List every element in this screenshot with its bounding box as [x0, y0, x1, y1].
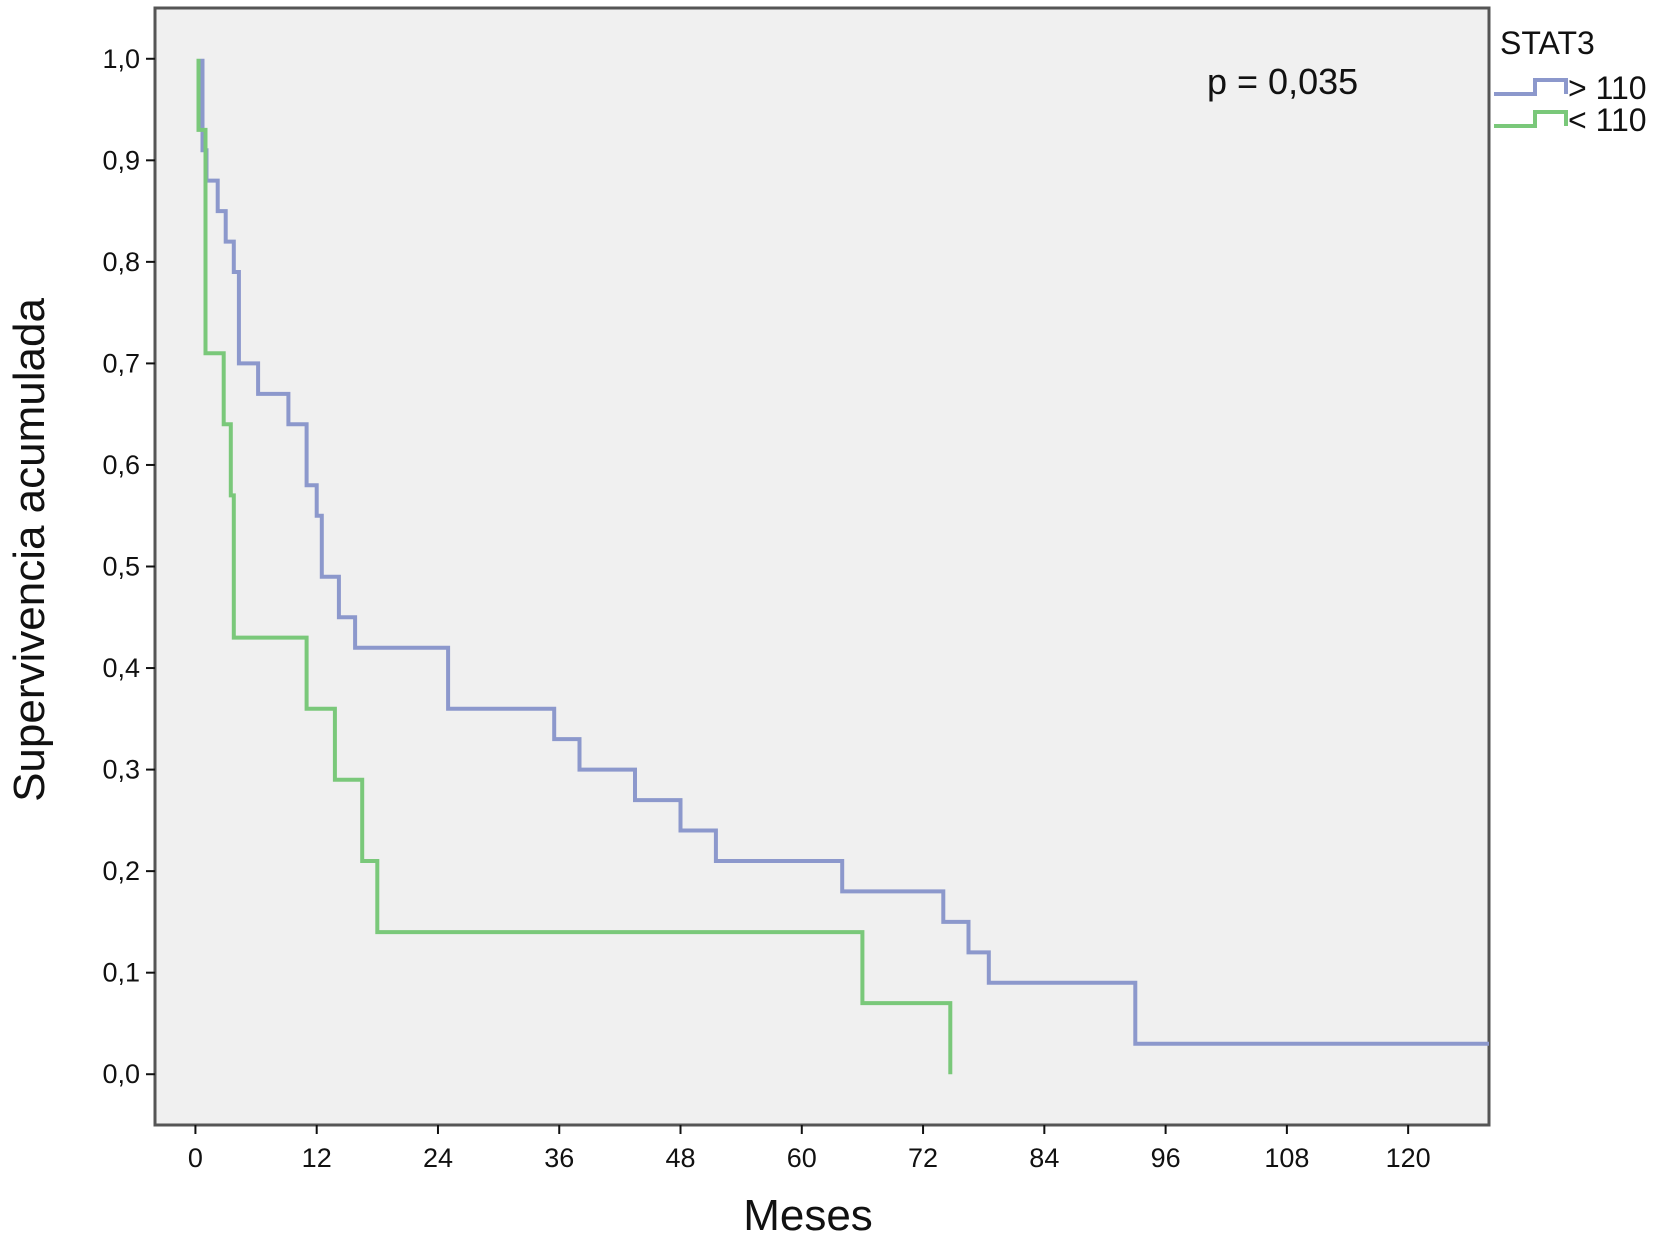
x-tick-label: 36: [544, 1143, 574, 1173]
x-axis-title: Meses: [743, 1191, 873, 1240]
y-tick-label: 0,8: [102, 247, 140, 277]
x-tick-label: 24: [423, 1143, 453, 1173]
x-tick-label: 96: [1151, 1143, 1181, 1173]
x-tick-label: 120: [1386, 1143, 1431, 1173]
y-tick-label: 0,7: [102, 348, 140, 378]
legend-title: STAT3: [1500, 25, 1595, 61]
series-line-1: [196, 58, 953, 1075]
y-tick-label: 1,0: [102, 44, 140, 74]
y-tick-label: 0,1: [102, 958, 140, 988]
legend-label-lt-110: < 110: [1568, 102, 1647, 138]
y-tick-label: 0,2: [102, 856, 140, 886]
y-tick-label: 0,0: [102, 1059, 140, 1089]
legend-swatch-gt-110: [1494, 78, 1568, 96]
y-tick-label: 0,6: [102, 450, 140, 480]
legend-swatch-lt-110: [1494, 110, 1568, 128]
legend-label-gt-110: > 110: [1568, 70, 1647, 106]
x-tick-label: 60: [787, 1143, 817, 1173]
series-layer: [196, 58, 1489, 1075]
x-tick-label: 84: [1029, 1143, 1059, 1173]
p-value-annotation: p = 0,035: [1207, 61, 1358, 102]
x-tick-label: 108: [1264, 1143, 1309, 1173]
plot-area: [153, 6, 1491, 1127]
y-tick-label: 0,5: [102, 552, 140, 582]
x-tick-label: 12: [302, 1143, 332, 1173]
x-tick-label: 72: [908, 1143, 938, 1173]
legend: STAT3 > 110 < 110: [1494, 25, 1647, 138]
x-tick-label: 0: [188, 1143, 203, 1173]
series-line-0: [200, 58, 1489, 1046]
y-tick-label: 0,4: [102, 653, 140, 683]
y-axis-title: Supervivencia acumulada: [5, 298, 54, 802]
y-axis: 0,0 0,1 0,2 0,3 0,4 0,5 0,6 0,7 0,8 0,9 1,0: [102, 44, 155, 1089]
x-tick-label: 48: [665, 1143, 695, 1173]
x-axis: 0 12 24 36 48 60 72 84 96 108 120: [188, 1125, 1431, 1173]
y-tick-label: 0,9: [102, 145, 140, 175]
y-tick-label: 0,3: [102, 755, 140, 785]
